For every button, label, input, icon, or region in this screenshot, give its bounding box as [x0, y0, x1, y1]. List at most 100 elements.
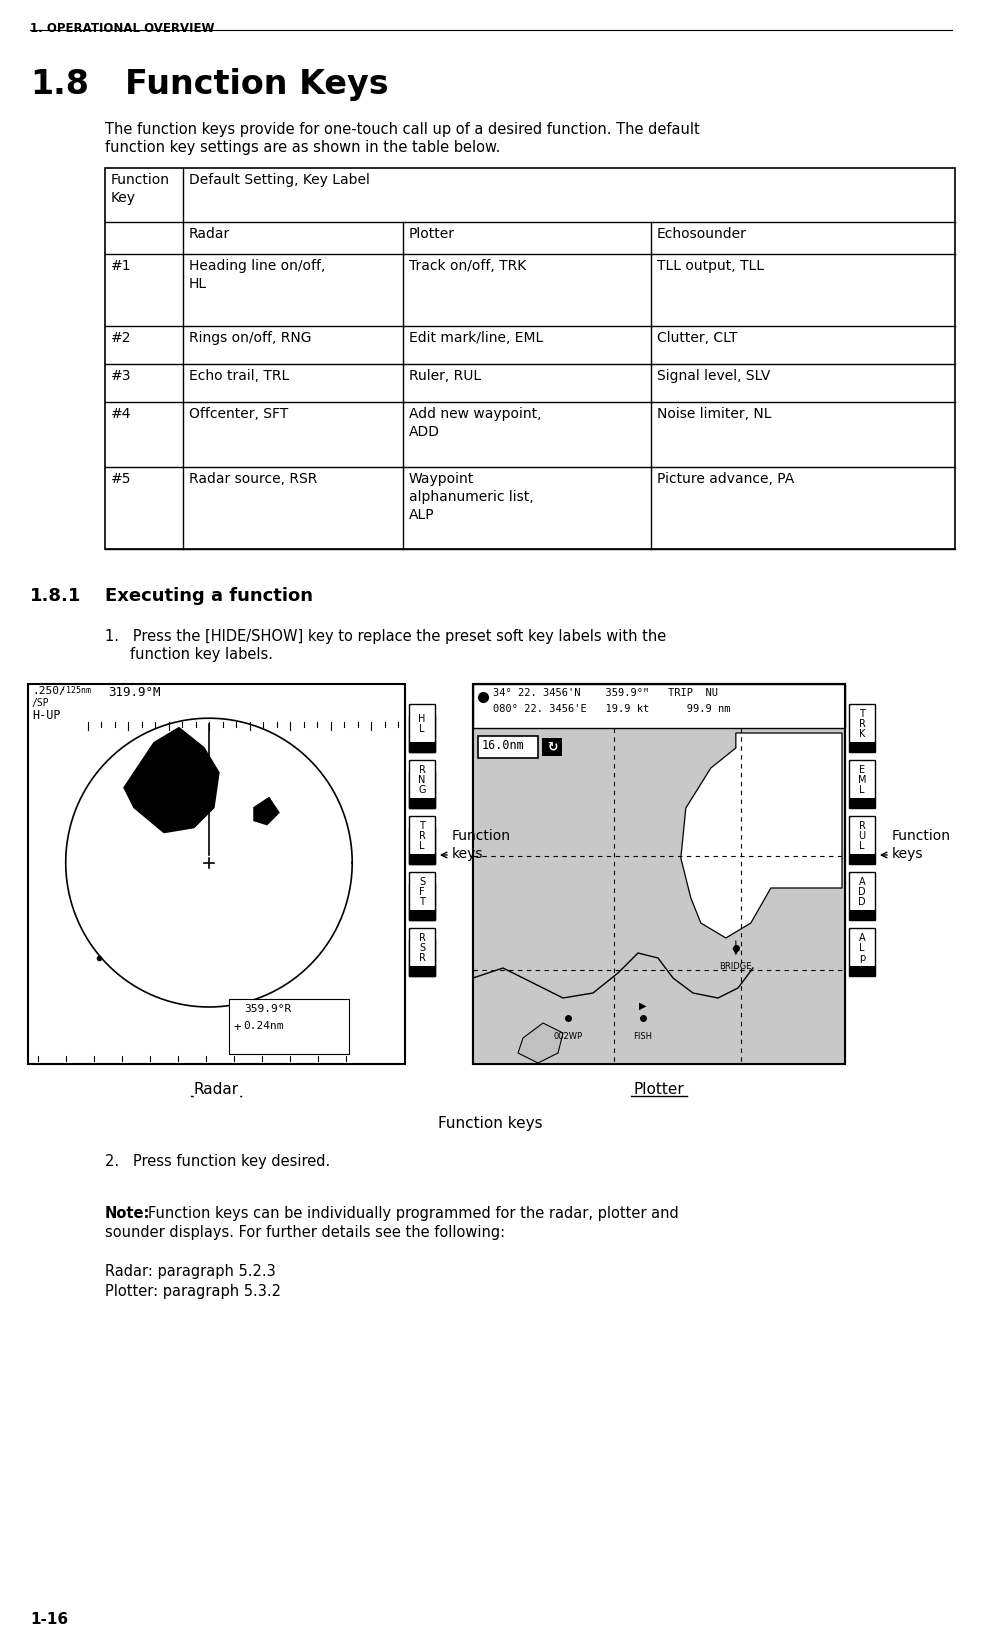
Text: TLL output, TLL: TLL output, TLL — [657, 259, 764, 272]
Bar — [849, 927, 875, 976]
Text: Note:: Note: — [105, 1206, 150, 1221]
Bar — [849, 967, 875, 976]
Text: Picture advance, PA: Picture advance, PA — [657, 473, 794, 486]
Text: Signal level, SLV: Signal level, SLV — [657, 368, 770, 383]
Text: Plotter: paragraph 5.3.2: Plotter: paragraph 5.3.2 — [105, 1284, 281, 1299]
Bar — [542, 738, 562, 756]
Text: Radar: Radar — [193, 1082, 239, 1097]
Bar — [105, 168, 955, 549]
Text: 080° 22. 3456'E   19.9 kt      99.9 nm: 080° 22. 3456'E 19.9 kt 99.9 nm — [493, 704, 731, 714]
Bar — [28, 685, 405, 1064]
Text: 1.8: 1.8 — [30, 68, 89, 101]
Text: 34° 22. 3456'N    359.9°ᴹ   TRIP  NU: 34° 22. 3456'N 359.9°ᴹ TRIP NU — [493, 688, 718, 698]
Text: 359.9°R: 359.9°R — [244, 1004, 292, 1014]
Text: Function
Key: Function Key — [111, 173, 170, 205]
Text: H
L: H L — [418, 714, 425, 734]
Bar — [409, 828, 435, 864]
Bar — [409, 817, 435, 864]
Text: ·125nm: ·125nm — [61, 686, 91, 694]
Text: 1-16: 1-16 — [30, 1612, 68, 1627]
Text: Heading line on/off,
HL: Heading line on/off, HL — [189, 259, 325, 290]
Text: R
S
R: R S R — [418, 934, 425, 963]
Text: H-UP: H-UP — [32, 709, 61, 722]
Bar — [849, 760, 875, 808]
Text: Function
keys: Function keys — [892, 828, 951, 861]
Bar — [409, 967, 435, 976]
Bar — [849, 854, 875, 864]
Text: #2: #2 — [111, 331, 132, 346]
Text: Function Keys: Function Keys — [125, 68, 389, 101]
Text: #4: #4 — [111, 408, 132, 421]
Bar — [409, 742, 435, 751]
Text: Function keys can be individually programmed for the radar, plotter and: Function keys can be individually progra… — [148, 1206, 679, 1221]
Text: Echosounder: Echosounder — [657, 227, 747, 241]
Text: sounder displays. For further details see the following:: sounder displays. For further details se… — [105, 1226, 505, 1240]
Bar — [409, 910, 435, 919]
Text: BRIDGE: BRIDGE — [720, 962, 752, 971]
Bar — [478, 737, 538, 758]
Text: Radar: paragraph 5.2.3: Radar: paragraph 5.2.3 — [105, 1263, 276, 1280]
Text: 0.24nm: 0.24nm — [243, 1020, 284, 1032]
Text: Radar source, RSR: Radar source, RSR — [189, 473, 317, 486]
Text: S
F
T: S F T — [419, 877, 425, 906]
Text: ↻: ↻ — [547, 740, 557, 753]
Text: FISH: FISH — [633, 1032, 652, 1042]
Bar — [849, 910, 875, 919]
Text: Plotter: Plotter — [409, 227, 455, 241]
Bar — [409, 941, 435, 976]
Bar — [409, 716, 435, 751]
Text: T
R
K: T R K — [858, 709, 865, 738]
Text: Plotter: Plotter — [633, 1082, 684, 1097]
Text: 16.0nm: 16.0nm — [482, 738, 524, 751]
Polygon shape — [124, 727, 219, 833]
Text: Noise limiter, NL: Noise limiter, NL — [657, 408, 772, 421]
Text: 2.   Press function key desired.: 2. Press function key desired. — [105, 1154, 330, 1169]
Bar — [849, 872, 875, 919]
Text: Add new waypoint,
ADD: Add new waypoint, ADD — [409, 408, 541, 438]
Text: function key labels.: function key labels. — [130, 647, 273, 662]
Text: 319.9°M: 319.9°M — [108, 686, 160, 699]
Bar — [849, 742, 875, 751]
Bar — [229, 999, 349, 1055]
Text: Executing a function: Executing a function — [105, 587, 313, 605]
Text: E
M
L: E M L — [857, 766, 866, 794]
Text: Offcenter, SFT: Offcenter, SFT — [189, 408, 289, 421]
Text: #1: #1 — [111, 259, 132, 272]
Text: R
U
L: R U L — [858, 822, 865, 851]
Text: 1.   Press the [HIDE/SHOW] key to replace the preset soft key labels with the: 1. Press the [HIDE/SHOW] key to replace … — [105, 629, 666, 644]
Text: Track on/off, TRK: Track on/off, TRK — [409, 259, 526, 272]
Bar — [409, 704, 435, 751]
Text: #3: #3 — [111, 368, 132, 383]
Text: 002WP: 002WP — [554, 1032, 582, 1042]
Bar — [409, 883, 435, 919]
Text: Waypoint
alphanumeric list,
ALP: Waypoint alphanumeric list, ALP — [409, 473, 533, 522]
Polygon shape — [518, 1024, 563, 1063]
Text: Function
keys: Function keys — [452, 828, 511, 861]
Text: Default Setting, Key Label: Default Setting, Key Label — [189, 173, 370, 187]
Bar — [409, 854, 435, 864]
Text: T
R
L: T R L — [418, 822, 425, 851]
Bar — [473, 729, 845, 1064]
Bar — [473, 685, 845, 729]
Text: Radar: Radar — [189, 227, 230, 241]
Text: /SP: /SP — [32, 698, 50, 707]
Text: Function keys: Function keys — [438, 1117, 542, 1131]
Text: A
D
D: A D D — [858, 877, 866, 906]
Text: +: + — [234, 1020, 242, 1033]
Bar — [473, 685, 845, 1064]
Text: R
N
G: R N G — [418, 766, 426, 794]
Text: Rings on/off, RNG: Rings on/off, RNG — [189, 331, 311, 346]
Text: ▶: ▶ — [639, 1001, 647, 1011]
Bar — [849, 704, 875, 751]
Text: #5: #5 — [111, 473, 132, 486]
Text: .250/: .250/ — [32, 686, 66, 696]
Text: function key settings are as shown in the table below.: function key settings are as shown in th… — [105, 140, 501, 155]
Polygon shape — [681, 734, 842, 937]
Text: 1.8.1: 1.8.1 — [30, 587, 82, 605]
Text: Ruler, RUL: Ruler, RUL — [409, 368, 481, 383]
Bar — [849, 799, 875, 808]
Bar — [409, 927, 435, 976]
Bar — [409, 773, 435, 808]
Text: Clutter, CLT: Clutter, CLT — [657, 331, 737, 346]
Polygon shape — [254, 797, 279, 825]
